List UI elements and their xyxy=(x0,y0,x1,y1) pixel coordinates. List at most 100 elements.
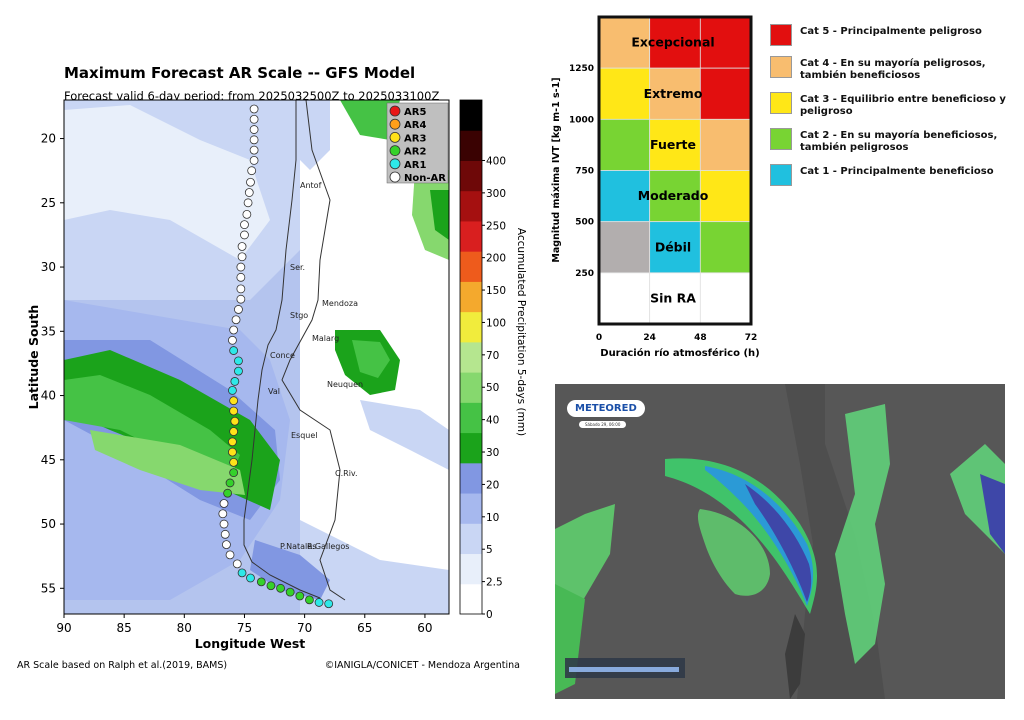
map-legend-label: AR4 xyxy=(404,120,426,131)
map-legend-label: AR1 xyxy=(404,160,426,171)
x-axis: 90 85 80 75 70 65 60 xyxy=(56,614,433,635)
map-frame xyxy=(63,99,450,615)
map-legend-marker xyxy=(389,145,401,157)
map-legend-marker xyxy=(389,105,401,117)
ar-point xyxy=(276,583,285,593)
scale-x-tick-label: 48 xyxy=(694,333,707,343)
city-labels: Antof Ser. Stgo Mendoza Malarg Conce Neu… xyxy=(268,181,363,551)
legend-label: Cat 1 - Principalmente beneficioso xyxy=(800,166,994,177)
ar-point xyxy=(234,305,243,314)
scale-cell xyxy=(598,118,651,171)
ar-point xyxy=(231,315,241,325)
meteored-date: Sábado 29, 06:00 xyxy=(579,421,627,428)
ar-point xyxy=(314,598,324,607)
legend-item: Cat 5 - Principalmente peligroso xyxy=(770,24,1020,46)
colorbar-tick-label: 30 xyxy=(486,447,499,459)
map-legend-label: AR3 xyxy=(404,133,426,144)
meteored-logo: METEORED xyxy=(567,400,645,417)
scale-y-tick-label: 750 xyxy=(575,167,594,177)
x-tick-label: 85 xyxy=(117,621,132,635)
ivt-plume-graphic xyxy=(555,384,1005,699)
ar-point xyxy=(324,599,334,609)
credit-right: ©IANIGLA/CONICET - Mendoza Argentina xyxy=(325,660,520,671)
scale-cell xyxy=(649,170,701,223)
y-tick-label: 20 xyxy=(41,132,56,146)
legend-swatch xyxy=(770,56,792,78)
ar-point xyxy=(222,540,231,550)
scale-y-label: Magnitud máxima IVT [kg m-1 s-1] xyxy=(551,77,562,262)
x-tick-label: 65 xyxy=(357,621,372,635)
legend-label: Cat 3 - Equilibrio entre beneficioso y p… xyxy=(800,94,1006,117)
ar-point xyxy=(237,568,247,578)
x-tick-label: 80 xyxy=(177,621,192,635)
ar-point xyxy=(223,488,233,498)
scale-row-label: Sin RA xyxy=(650,290,696,305)
map-legend-marker xyxy=(389,158,401,170)
scale-cell xyxy=(699,170,752,223)
x-tick-label: 90 xyxy=(56,621,71,635)
scale-cell xyxy=(598,221,651,274)
colorbar-segment xyxy=(460,583,482,615)
ar-point xyxy=(295,591,305,601)
colorbar-segment xyxy=(460,523,482,555)
coastline xyxy=(243,99,346,601)
x-tick-label: 75 xyxy=(237,621,252,635)
y-tick-label: 55 xyxy=(41,581,56,595)
colorbar-tick-label: 40 xyxy=(486,415,499,427)
ar-point xyxy=(229,457,239,467)
ar-point xyxy=(219,499,229,508)
x-axis-label: Longitude West xyxy=(195,636,306,651)
map-legend-marker xyxy=(389,118,401,130)
y-tick-label: 25 xyxy=(41,196,56,210)
colorbar-label: Accumulated Precipitation 5-days (mm) xyxy=(515,228,527,436)
scale-y-tick-label: 500 xyxy=(575,218,594,228)
scale-cell xyxy=(598,16,651,69)
ar-point xyxy=(228,437,237,447)
city-label: Val xyxy=(268,387,280,396)
colorbar-tick-label: 20 xyxy=(486,479,499,491)
precip-colorbar: 0 2.5 5 10 20 30 40 50 70 100 150 200 250 300 400 xyxy=(459,99,506,621)
legend-item: Cat 1 - Principalmente beneficioso xyxy=(770,164,1020,186)
ar-point xyxy=(242,209,252,219)
ar-point xyxy=(229,468,239,478)
legend-label: Cat 2 - En su mayoría beneficiosos, tamb… xyxy=(800,130,998,153)
map-legend-label: AR2 xyxy=(404,147,426,158)
ar-point-series xyxy=(218,104,334,609)
city-label: Esquel xyxy=(291,431,318,440)
scale-y-tick-label: 250 xyxy=(575,269,594,279)
ar-point xyxy=(219,519,229,529)
x-tick-label: 70 xyxy=(297,621,312,635)
colorbar-tick-label: 200 xyxy=(486,253,506,265)
map-legend-label: AR5 xyxy=(404,107,426,118)
ar-point xyxy=(249,114,259,124)
y-tick-label: 40 xyxy=(41,389,56,403)
map-title: Maximum Forecast AR Scale -- GFS Model xyxy=(64,64,415,82)
ar-point xyxy=(234,356,243,366)
ar-point xyxy=(225,550,235,560)
scale-x-label: Duración río atmosférico (h) xyxy=(600,347,759,359)
ar-point xyxy=(220,529,230,539)
x-tick-label: 60 xyxy=(417,621,432,635)
colorbar-segment xyxy=(460,493,482,524)
colorbar-segment xyxy=(460,341,482,373)
scale-x-tick-label: 0 xyxy=(596,333,602,343)
scale-cell xyxy=(699,272,752,325)
colorbar-tick-label: 100 xyxy=(486,317,506,329)
colorbar-tick-label: 150 xyxy=(486,285,506,297)
city-label: Antof xyxy=(300,181,322,190)
colorbar-segment xyxy=(460,402,482,434)
ar-point xyxy=(244,188,254,197)
city-label: Malarg xyxy=(312,334,339,343)
ar-point xyxy=(218,509,228,519)
ar-point xyxy=(228,447,237,457)
colorbar-segment xyxy=(460,160,482,192)
credit-left: AR Scale based on Ralph et al.(2019, BAM… xyxy=(17,660,227,671)
colorbar-segment xyxy=(460,372,482,403)
ar-point xyxy=(236,272,246,282)
scale-cell xyxy=(598,272,651,325)
colorbar-segment xyxy=(460,100,482,131)
legend-swatch xyxy=(770,128,792,150)
ar-point xyxy=(240,220,249,230)
city-label: Neuquen xyxy=(327,380,363,389)
map-legend: AR5 AR4 AR3 AR2 AR1 Non-AR xyxy=(386,102,449,184)
